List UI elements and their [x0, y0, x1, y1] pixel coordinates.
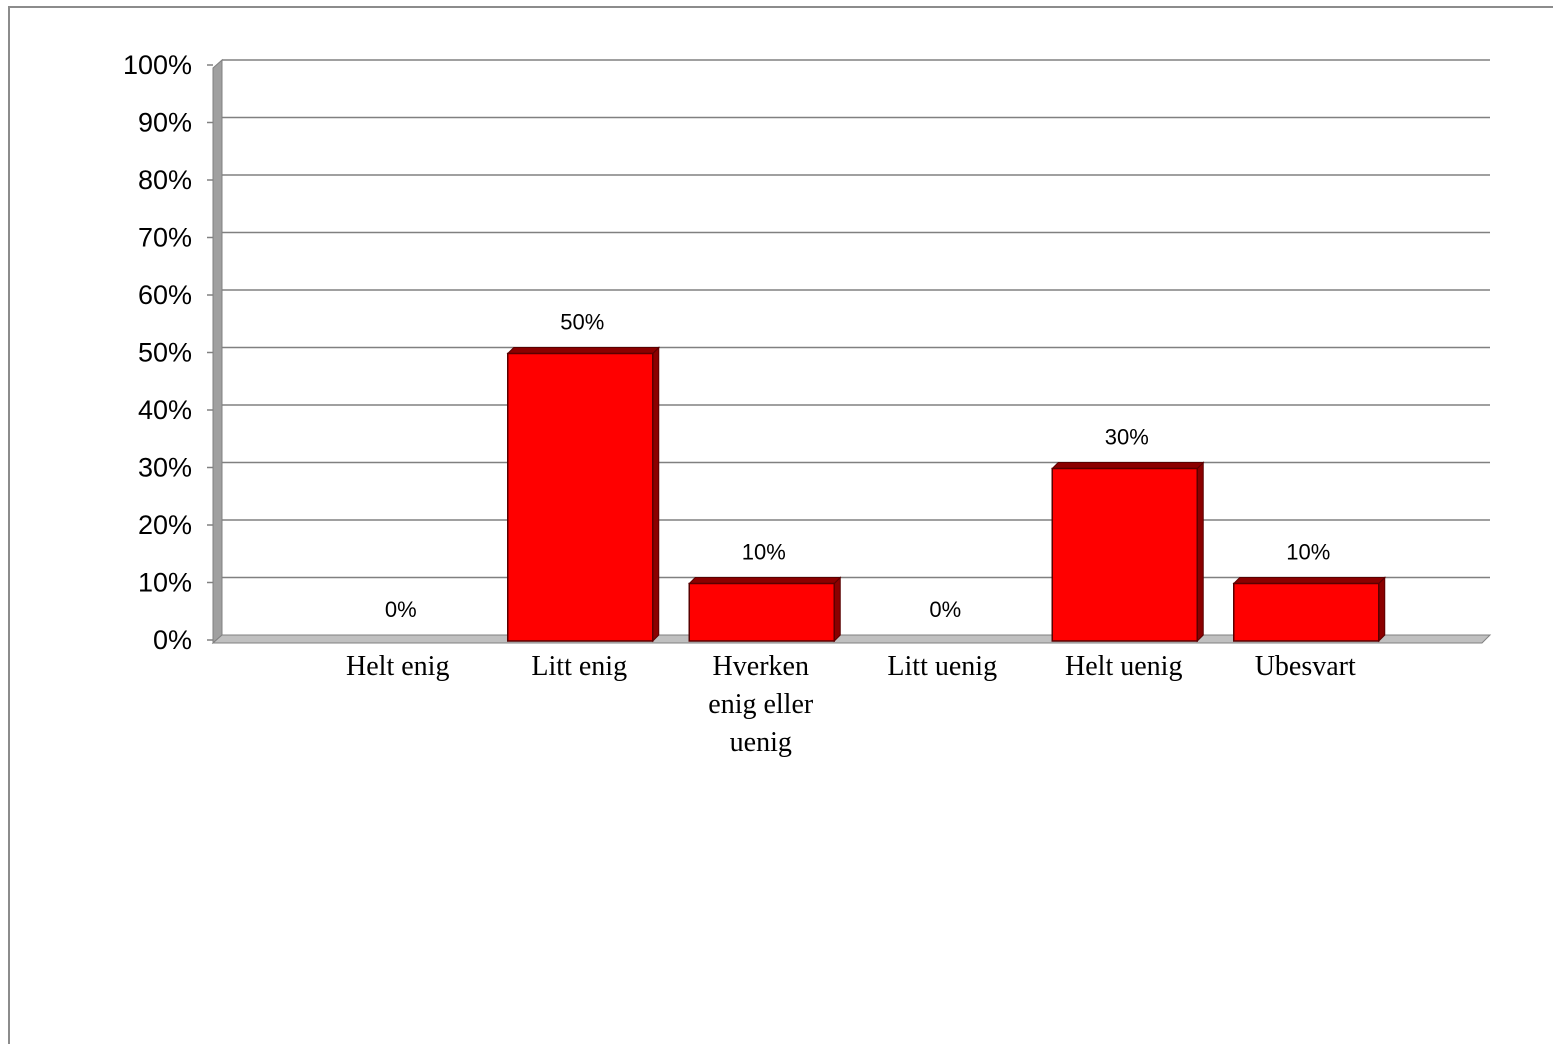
y-tick-label: 10%: [138, 568, 192, 598]
x-category-label: Helt uenig: [1065, 651, 1182, 682]
y-tick-label: 100%: [123, 50, 192, 80]
bar-top: [506, 347, 660, 354]
y-axis-wall: [212, 58, 223, 645]
y-tick-label: 80%: [138, 165, 192, 195]
data-label: 30%: [1105, 425, 1149, 450]
bar-side: [652, 346, 660, 643]
y-tick-label: 40%: [138, 395, 192, 425]
bar: [507, 352, 654, 642]
data-labels: 0% 50% 10% 0% 30% 10%: [385, 310, 1330, 623]
y-tick-label: 0%: [153, 625, 192, 655]
bar-top: [1051, 462, 1205, 469]
bar-side: [1196, 461, 1204, 643]
data-label: 10%: [742, 540, 786, 565]
x-category-label: Helt enig: [346, 651, 449, 682]
x-category-label: Litt enig: [531, 651, 627, 682]
bar-top: [1232, 577, 1386, 584]
y-tick-label: 30%: [138, 453, 192, 483]
bars: [506, 346, 1386, 643]
x-category-label: Hverken enig eller uenig: [708, 651, 814, 758]
bar: [1051, 467, 1198, 642]
bar: [1233, 582, 1380, 642]
x-category-label: Litt uenig: [887, 651, 997, 682]
y-tick-label: 90%: [138, 108, 192, 138]
bar-side: [1378, 576, 1386, 643]
bar: [688, 582, 835, 642]
data-label: 50%: [560, 310, 604, 335]
chart-frame: [8, 6, 1553, 1044]
y-tick-label: 70%: [138, 223, 192, 253]
y-tick-labels: 0% 10% 20% 30% 40% 50% 60% 70% 80% 90% 100%: [123, 50, 192, 655]
y-tick-label: 60%: [138, 280, 192, 310]
y-tick-label: 50%: [138, 338, 192, 368]
bar-side: [833, 576, 841, 643]
x-category-labels: Helt enig Litt enig Hverken enig eller uenig…: [346, 651, 1356, 758]
bar-top: [688, 577, 842, 584]
x-category-label: Ubesvart: [1255, 651, 1356, 682]
data-label: 0%: [929, 597, 961, 622]
gridlines: [222, 59, 1490, 579]
data-label: 10%: [1286, 540, 1330, 565]
y-tick-label: 20%: [138, 510, 192, 540]
data-label: 0%: [385, 597, 417, 622]
